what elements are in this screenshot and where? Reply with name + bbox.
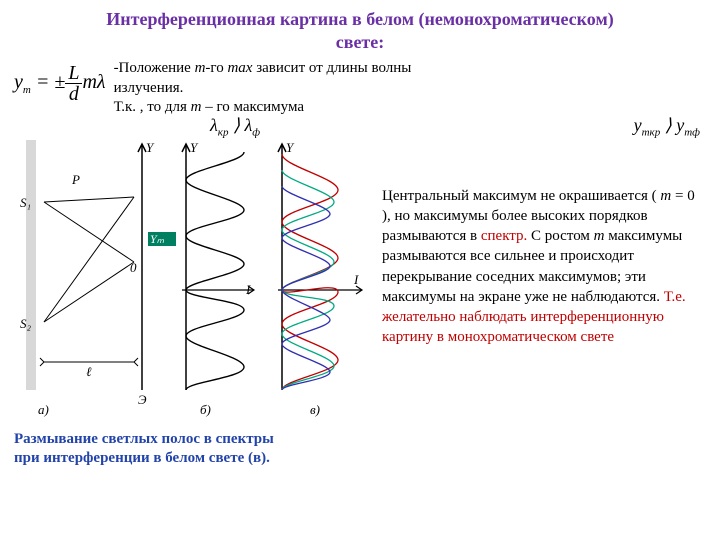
b1it: m-	[195, 60, 211, 76]
interference-diagram: S₁ S₂ P 0 ℓ Э Y а) Yₘ Y I б)	[14, 122, 374, 422]
f-tail: mλ	[82, 71, 105, 93]
y-inequality: ymкр ⟩ ymф	[634, 115, 700, 139]
f-num: L	[65, 63, 82, 84]
formula-ym: ym = ±Ldmλ	[14, 63, 106, 104]
b3b: го максимума	[213, 99, 304, 115]
ray-p-bot	[44, 197, 134, 322]
label-panel-c: в)	[310, 402, 320, 417]
li-as: кр	[218, 127, 229, 139]
ell-arrow-l	[40, 358, 44, 366]
label-y-b: Y	[190, 140, 199, 155]
label-i-b: I	[245, 282, 251, 297]
b3a: Т.к. , то для	[114, 99, 191, 115]
rp1a: Центральный максимум не окрашивается (	[382, 188, 660, 204]
li-a: λ	[210, 115, 218, 135]
b1b: го	[210, 60, 227, 76]
b1d: зависит от длины волны	[252, 60, 411, 76]
ray-p-top	[44, 197, 134, 202]
row-main: S₁ S₂ P 0 ℓ Э Y а) Yₘ Y I б)	[14, 122, 706, 422]
row-formula: ym = ±Ldmλ -Положение m-го max зависит о…	[14, 59, 706, 118]
f-den: d	[65, 84, 82, 104]
yi-bs: mф	[684, 127, 700, 139]
figure-caption: Размывание светлых полос в спектры при и…	[14, 430, 364, 469]
right-paragraph: Центральный максимум не окрашивается ( m…	[382, 122, 706, 348]
intensity-curve-b	[186, 152, 244, 390]
li-bs: ф	[252, 127, 260, 139]
diagram-wrapper: S₁ S₂ P 0 ℓ Э Y а) Yₘ Y I б)	[14, 122, 374, 422]
ray-bot	[44, 262, 134, 322]
curve-red	[282, 154, 338, 390]
f-lhs-sub: m	[23, 84, 31, 96]
label-s2: S₂	[20, 316, 32, 331]
panel-c: Y I в)	[278, 140, 362, 417]
b1a: -Положение	[114, 60, 195, 76]
bullet-block: -Положение m-го max зависит от длины вол…	[114, 59, 706, 118]
rp1it: m	[660, 188, 671, 204]
ell-arrow-r	[134, 358, 138, 366]
yi-a: y	[634, 115, 642, 135]
label-p: P	[71, 172, 80, 187]
f-lhs: y	[14, 71, 23, 93]
rp1red: спектр.	[481, 228, 527, 244]
title-line-2: свете:	[336, 32, 385, 52]
panel-b: Yₘ Y I б)	[148, 140, 254, 417]
rp2it: m	[594, 228, 605, 244]
title-line-1: Интерференционная картина в белом (немон…	[106, 9, 613, 29]
b2a: излучения.	[114, 80, 184, 96]
label-y-c: Y	[286, 140, 295, 155]
label-panel-a: а)	[38, 402, 49, 417]
yi-cmp: ⟩	[660, 115, 676, 135]
curve-green	[282, 170, 334, 390]
cap1: Размывание светлых полос в спектры	[14, 431, 274, 447]
cap2: при интерференции в белом свете (в).	[14, 450, 270, 466]
yi-as: mкр	[642, 127, 661, 139]
f-frac: Ld	[65, 63, 82, 104]
gray-band	[26, 140, 36, 390]
lambda-inequality: λкр ⟩ λф	[210, 115, 260, 139]
label-y-a: Y	[146, 140, 155, 155]
ray-top	[44, 202, 134, 262]
label-ell: ℓ	[86, 364, 92, 379]
page-title: Интерференционная картина в белом (немон…	[14, 8, 706, 53]
f-eq: = ±	[31, 71, 65, 93]
b1c: max	[227, 60, 252, 76]
rp2a: С ростом	[527, 228, 593, 244]
label-s1: S₁	[20, 195, 31, 210]
li-cmp: ⟩	[228, 115, 244, 135]
label-o: 0	[130, 260, 137, 275]
panel-a: S₁ S₂ P 0 ℓ Э Y а)	[20, 140, 155, 417]
label-panel-b: б)	[200, 402, 211, 417]
b3it: m –	[191, 99, 213, 115]
label-ym: Yₘ	[150, 232, 165, 246]
label-i-c: I	[353, 272, 359, 287]
label-screen: Э	[138, 392, 147, 407]
